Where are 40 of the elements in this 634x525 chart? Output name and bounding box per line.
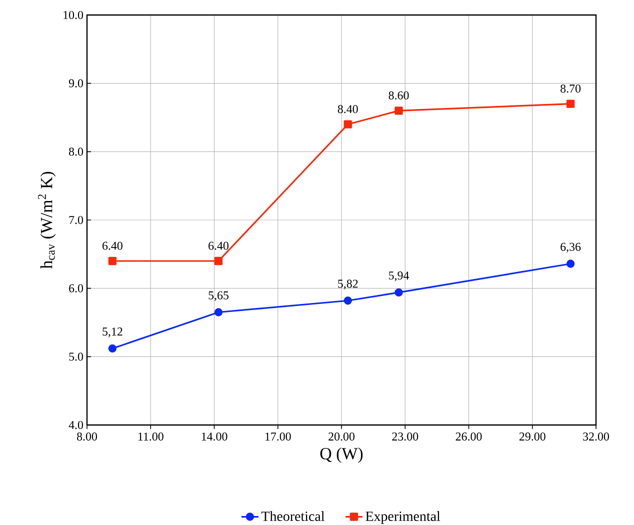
- data-label: 8.60: [388, 91, 409, 100]
- point: [214, 308, 223, 316]
- data-label: 6.40: [208, 242, 228, 250]
- data-label: 5,12: [102, 328, 122, 338]
- x-tick-label: 23.00: [392, 432, 418, 441]
- point: [108, 256, 117, 266]
- x-axis-title: Q (W): [320, 447, 363, 463]
- data-label: 6,36: [560, 242, 581, 253]
- y-axis-title: h$_{cav}$ (W/m$^{2}$ K): [38, 172, 56, 269]
- y-tick-label: 10.0: [64, 10, 84, 20]
- y-tick-label: 7.0: [69, 216, 84, 224]
- point: [394, 106, 403, 115]
- x-tick-label: 17.00: [265, 432, 291, 441]
- data-label: 8.40: [338, 105, 358, 114]
- legend-label: Theoretical: [261, 511, 324, 522]
- point: [344, 296, 352, 305]
- point: [214, 256, 223, 266]
- point: [566, 100, 575, 108]
- y-tick-label: 4.0: [68, 420, 84, 430]
- data-label: 6.40: [102, 242, 122, 250]
- x-tick-label: 20.00: [328, 432, 354, 441]
- point: [394, 288, 403, 297]
- point: [108, 344, 117, 353]
- x-tick-label: 14.00: [202, 432, 228, 441]
- data-label: 5,94: [388, 272, 410, 282]
- x-tick-label: 32.00: [583, 432, 609, 441]
- point: [566, 260, 575, 268]
- x-tick-label: 11.00: [138, 432, 164, 441]
- x-tick-label: 29.00: [519, 432, 546, 441]
- y-tick-label: 8.0: [68, 148, 84, 156]
- y-tick-label: 6.0: [69, 284, 84, 292]
- data-label: 5,82: [338, 280, 358, 290]
- x-tick-label: 26.00: [456, 432, 482, 441]
- data-label: 5,65: [208, 291, 228, 302]
- x-tick-label: 8.00: [76, 432, 97, 441]
- y-tick-label: 9.0: [68, 79, 84, 88]
- y-tick-label: 5.0: [69, 352, 84, 361]
- point: [344, 120, 352, 128]
- data-label: 8.70: [560, 84, 581, 93]
- legend-label: Experimental: [366, 511, 440, 524]
